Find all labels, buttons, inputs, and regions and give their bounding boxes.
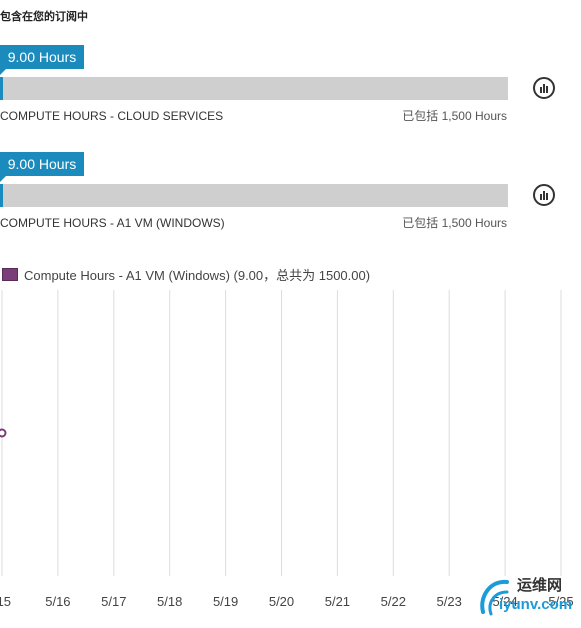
x-tick-label: 5/16 [45,594,70,609]
view-chart-button[interactable] [533,184,555,206]
x-tick-label: 5/22 [381,594,406,609]
usage-badge: 9.00 Hours [0,45,84,75]
chart-legend: Compute Hours - A1 VM (Windows) (9.00，总共… [0,265,370,284]
x-tick-label: 5/23 [437,594,462,609]
watermark-text: 运维网 [517,577,563,594]
usage-item-cloud-services: 9.00 Hours COMPUTE HOURS - CLOUD SERVICE… [0,45,581,135]
bar-chart-icon [540,84,548,93]
view-chart-button[interactable] [533,77,555,99]
x-tick-label: 5/19 [213,594,238,609]
watermark-logo-icon [480,579,509,616]
x-tick-label: 5/25 [548,594,573,609]
site-watermark: 运维网 iyunv.com [477,572,577,618]
legend-label: Compute Hours - A1 VM (Windows) (9.00，总共… [24,268,371,283]
section-title: 包含在您的订阅中 [0,11,88,23]
usage-progress-bar [0,77,508,100]
usage-progress-bar [0,184,508,207]
usage-progress-fill [0,77,4,100]
x-tick-label: 5/21 [325,594,350,609]
x-tick-label: 5/18 [157,594,182,609]
data-point[interactable] [0,428,7,438]
usage-badge: 9.00 Hours [0,152,84,182]
usage-name: COMPUTE HOURS - CLOUD SERVICES [0,109,224,123]
usage-item-a1-vm: 9.00 Hours COMPUTE HOURS - A1 VM (WINDOW… [0,152,581,242]
x-tick-label: 5/24 [492,594,517,609]
usage-included-amount: 已包括 1,500 Hours [402,216,507,230]
legend-swatch [2,268,18,281]
usage-progress-fill [0,184,4,207]
watermark-url: iyunv.com [499,596,573,613]
x-tick-label: /15 [0,594,11,609]
usage-name: COMPUTE HOURS - A1 VM (WINDOWS) [0,216,225,230]
usage-included-amount: 已包括 1,500 Hours [402,109,507,123]
usage-line-chart: /15 5/16 5/17 5/18 5/19 5/20 5/21 5/22 5/23 5/24 5… [0,290,574,609]
x-tick-label: 5/20 [269,594,294,609]
bar-chart-icon [540,191,548,200]
x-tick-label: 5/17 [101,594,126,609]
